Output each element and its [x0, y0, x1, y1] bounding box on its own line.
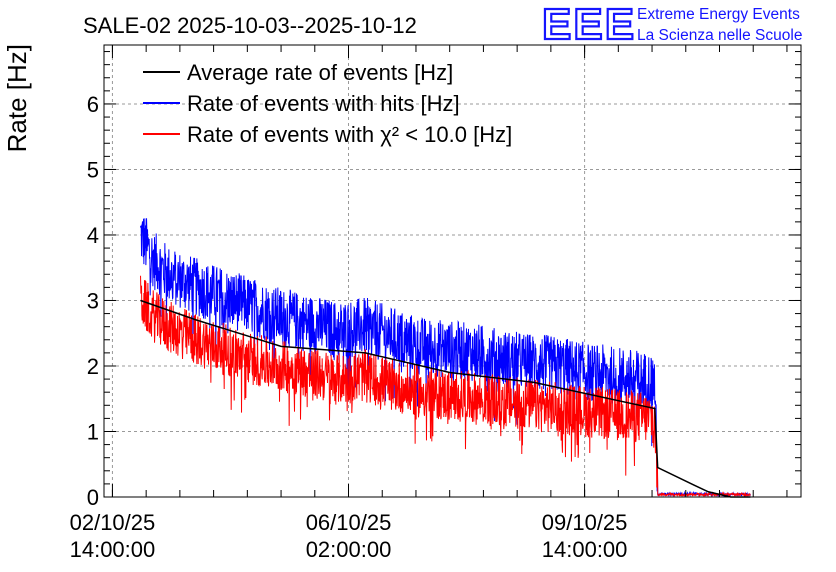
eee-logo: EEE Extreme Energy Events La Scienza nel…	[541, 0, 803, 50]
y-axis-title: Rate [Hz]	[2, 44, 32, 152]
legend-label-average: Average rate of events [Hz]	[187, 60, 453, 85]
brand-line-1: Extreme Energy Events	[637, 6, 800, 23]
y-tick-label: 4	[87, 223, 99, 248]
x-tick-label-time: 02:00:00	[306, 537, 392, 562]
legend-label-chi2: Rate of events with χ² < 10.0 [Hz]	[187, 122, 512, 147]
y-tick-label: 3	[87, 288, 99, 313]
series-line-2	[140, 275, 751, 498]
chart-title: SALE-02 2025-10-03--2025-10-12	[83, 13, 417, 38]
x-tick-label-time: 14:00:00	[70, 537, 156, 562]
x-tick-label-date: 09/10/25	[542, 510, 628, 535]
eee-logo-mark: EEE	[542, 0, 636, 49]
series-line-0	[140, 299, 751, 498]
series-layer	[140, 218, 751, 498]
y-tick-label: 6	[87, 92, 99, 117]
y-tick-label: 0	[87, 485, 99, 510]
y-tick-labels: 0 1 2 3 4 5 6	[87, 92, 99, 510]
legend: Average rate of events [Hz] Rate of even…	[143, 60, 512, 147]
brand-line-2: La Scienza nelle Scuole	[637, 27, 802, 44]
legend-label-hits: Rate of events with hits [Hz]	[187, 91, 460, 116]
y-tick-label: 5	[87, 157, 99, 182]
y-tick-label: 1	[87, 419, 99, 444]
plot-frame	[103, 44, 802, 498]
x-tick-label-date: 02/10/25	[70, 510, 156, 535]
y-tick-label: 2	[87, 354, 99, 379]
x-tick-labels: 02/10/2514:00:0006/10/2502:00:0009/10/25…	[70, 510, 628, 562]
x-tick-label-time: 14:00:00	[542, 537, 628, 562]
x-tick-label-date: 06/10/25	[306, 510, 392, 535]
series-line-1	[140, 218, 751, 498]
axis-ticks	[104, 45, 801, 498]
